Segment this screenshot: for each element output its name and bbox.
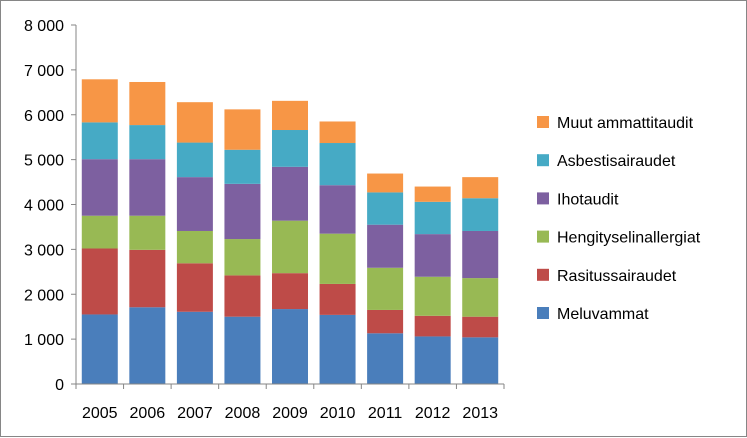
x-tick-label-2012: 2012 bbox=[415, 405, 451, 422]
bar-2008-series-4 bbox=[224, 149, 261, 184]
bar-2005-series-0 bbox=[81, 314, 118, 384]
bar-2008-series-1 bbox=[224, 275, 261, 317]
bar-2007-series-2 bbox=[176, 230, 213, 264]
bar-2007-series-3 bbox=[176, 177, 213, 231]
bar-2006-series-5 bbox=[129, 81, 166, 126]
bar-2013-series-3 bbox=[462, 230, 499, 279]
legend-swatch-1 bbox=[537, 154, 549, 167]
bar-2012-series-1 bbox=[414, 315, 451, 337]
bar-2012-series-3 bbox=[414, 234, 451, 277]
bar-2011-series-5 bbox=[367, 173, 404, 193]
legend-label-1: Asbestisairaudet bbox=[557, 153, 676, 170]
bar-2011-series-2 bbox=[367, 267, 404, 310]
bar-2005-series-3 bbox=[81, 159, 118, 216]
x-tick-label-2009: 2009 bbox=[272, 405, 308, 422]
bar-2010-series-4 bbox=[319, 143, 356, 186]
x-tick-label-2005: 2005 bbox=[82, 405, 118, 422]
y-tick-label-3: 3 000 bbox=[24, 242, 64, 259]
y-tick-label-1: 1 000 bbox=[24, 332, 64, 349]
bar-2008-series-5 bbox=[224, 109, 261, 150]
bar-2011-series-1 bbox=[367, 309, 404, 334]
bar-2007-series-1 bbox=[176, 263, 213, 312]
y-tick-label-0: 0 bbox=[55, 377, 64, 394]
y-tick-label-5: 5 000 bbox=[24, 153, 64, 170]
y-tick-label-2: 2 000 bbox=[24, 287, 64, 304]
bar-2006-series-2 bbox=[129, 215, 166, 250]
bar-2009-series-3 bbox=[272, 166, 308, 221]
bar-2008-series-0 bbox=[224, 316, 261, 384]
legend-swatch-0 bbox=[537, 116, 549, 128]
x-tick-label-2007: 2007 bbox=[177, 405, 213, 422]
bar-2009-series-0 bbox=[272, 309, 308, 384]
bar-2007-series-0 bbox=[176, 311, 213, 384]
bar-2012-series-5 bbox=[414, 186, 451, 202]
bar-2011-series-4 bbox=[367, 192, 404, 225]
x-tick-label-2008: 2008 bbox=[225, 405, 261, 422]
bar-2006-series-0 bbox=[129, 307, 166, 384]
y-tick-label-4: 4 000 bbox=[24, 198, 64, 215]
legend-label-5: Meluvammat bbox=[557, 306, 649, 323]
bar-2009-series-4 bbox=[272, 130, 308, 167]
legend-label-2: Ihotaudit bbox=[557, 191, 619, 208]
bar-2010-series-2 bbox=[319, 233, 356, 284]
legend-label-4: Rasitussairaudet bbox=[557, 268, 677, 285]
bar-2007-series-4 bbox=[176, 142, 213, 178]
bar-2013-series-4 bbox=[462, 198, 499, 231]
bar-2012-series-4 bbox=[414, 201, 451, 235]
bar-2012-series-2 bbox=[414, 276, 451, 316]
x-tick-label-2006: 2006 bbox=[130, 405, 166, 422]
bars-layer bbox=[81, 79, 499, 384]
bar-2005-series-1 bbox=[81, 248, 118, 315]
bar-2005-series-5 bbox=[81, 79, 118, 123]
legend: Muut ammattitaudit Asbestisairaudet Ihotau… bbox=[537, 115, 701, 323]
legend-swatch-2 bbox=[537, 192, 549, 205]
y-tick-label-8: 8 000 bbox=[24, 18, 64, 35]
bar-2010-series-1 bbox=[319, 283, 356, 315]
bar-2005-series-2 bbox=[81, 215, 118, 249]
bar-2013-series-2 bbox=[462, 278, 499, 317]
bar-2010-series-5 bbox=[319, 121, 356, 144]
bar-2005-series-4 bbox=[81, 122, 118, 160]
x-tick-label-2010: 2010 bbox=[320, 405, 356, 422]
bar-2011-series-0 bbox=[367, 333, 404, 384]
bar-2006-series-1 bbox=[129, 249, 166, 308]
bar-2009-series-2 bbox=[272, 220, 308, 274]
y-tick-label-7: 7 000 bbox=[24, 63, 64, 80]
legend-swatch-3 bbox=[537, 230, 549, 243]
bar-2013-series-1 bbox=[462, 316, 499, 338]
legend-swatch-5 bbox=[537, 307, 549, 319]
bar-2010-series-0 bbox=[319, 314, 356, 384]
legend-swatch-4 bbox=[537, 268, 549, 281]
legend-label-3: Hengityselinallergiat bbox=[557, 230, 701, 247]
bar-2008-series-3 bbox=[224, 183, 261, 240]
bar-2006-series-4 bbox=[129, 125, 166, 160]
y-tick-label-6: 6 000 bbox=[24, 108, 64, 125]
legend-label-0: Muut ammattitaudit bbox=[557, 115, 694, 132]
bar-2011-series-3 bbox=[367, 224, 404, 268]
x-tick-label-2011: 2011 bbox=[368, 405, 403, 422]
axes-layer: 0 1 000 2 000 3 000 4 000 5 000 6 000 7 000 8 00… bbox=[24, 18, 505, 422]
bar-2010-series-3 bbox=[319, 185, 356, 234]
bar-2008-series-2 bbox=[224, 239, 261, 276]
x-tick-label-2013: 2013 bbox=[462, 405, 498, 422]
bar-2013-series-5 bbox=[462, 177, 499, 199]
bar-2006-series-3 bbox=[129, 159, 166, 216]
bar-2012-series-0 bbox=[414, 336, 451, 384]
bar-2007-series-5 bbox=[176, 102, 213, 143]
bar-2009-series-5 bbox=[272, 100, 308, 131]
bar-2009-series-1 bbox=[272, 273, 308, 310]
bar-2013-series-0 bbox=[462, 337, 499, 384]
